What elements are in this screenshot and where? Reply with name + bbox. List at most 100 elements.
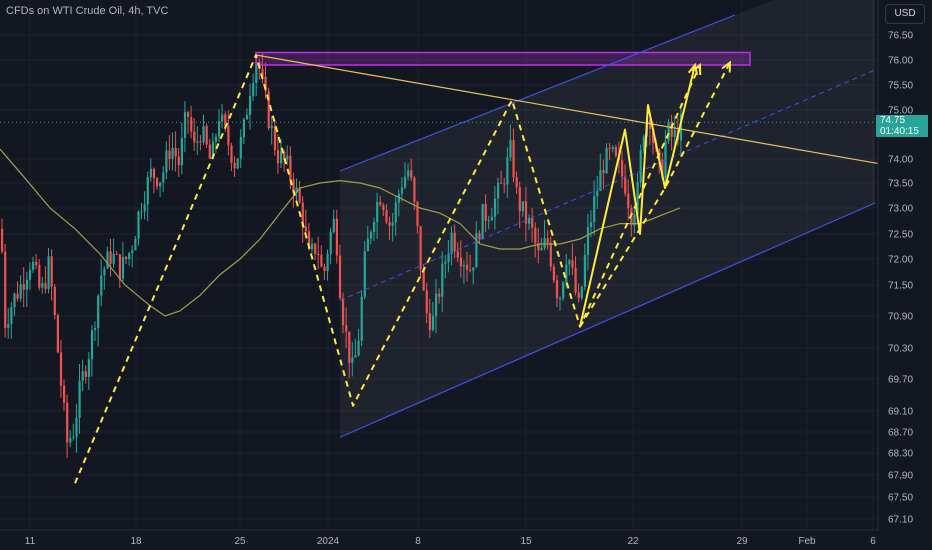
price-tick-label: 75.00 xyxy=(888,106,913,117)
candle-body xyxy=(63,385,66,403)
candle-body xyxy=(128,253,131,260)
candle-body xyxy=(187,112,190,118)
candle-body xyxy=(44,283,47,290)
candle-body xyxy=(78,380,81,418)
trendline xyxy=(255,54,881,165)
price-tick-label: 70.90 xyxy=(888,312,913,323)
candle-body xyxy=(624,176,627,194)
candle-body xyxy=(41,283,44,288)
candle-body xyxy=(540,248,543,251)
candle-body xyxy=(109,251,112,264)
candlestick-series xyxy=(1,52,683,459)
candle-body xyxy=(435,293,438,316)
time-tick-label: 2024 xyxy=(317,536,340,547)
chart-title: CFDs on WTI Crude Oil, 4h, TVC xyxy=(6,5,169,17)
channel-median-line xyxy=(339,69,876,301)
candle-body xyxy=(531,218,534,228)
candle-body xyxy=(602,170,605,174)
price-tick-label: 74.00 xyxy=(888,155,913,166)
candle-body xyxy=(605,147,608,174)
candle-body xyxy=(351,357,354,363)
candle-body xyxy=(326,253,329,272)
price-tick-label: 69.70 xyxy=(888,375,913,386)
candle-body xyxy=(81,371,84,381)
candle-body xyxy=(329,231,332,254)
candle-body xyxy=(211,141,214,159)
candle-body xyxy=(459,257,462,267)
candle-body xyxy=(493,198,497,217)
candle-body xyxy=(224,114,227,126)
candle-body xyxy=(103,268,106,276)
candle-body xyxy=(410,170,413,178)
candle-body xyxy=(636,182,639,215)
candle-body xyxy=(481,204,484,240)
candle-body xyxy=(190,117,193,132)
time-tick-label: 15 xyxy=(520,536,532,547)
candle-body xyxy=(639,150,642,183)
price-axis: 76.50 76.00 75.50 75.00 74.00 73.50 73.00 72.50… xyxy=(877,0,932,550)
candle-body xyxy=(53,286,56,316)
candle-body xyxy=(338,255,342,299)
time-tick-label: Feb xyxy=(798,536,816,547)
last-price-tag: 74.75 01:40:15 xyxy=(876,115,928,137)
candle-body xyxy=(270,125,273,128)
candle-body xyxy=(314,243,317,254)
candle-body xyxy=(438,293,441,297)
candle-body xyxy=(230,145,233,163)
candle-body xyxy=(140,211,143,213)
candle-body xyxy=(574,267,577,293)
candle-body xyxy=(633,214,636,226)
chart-grid xyxy=(0,0,880,530)
candle-body xyxy=(183,112,187,138)
resistance-zone xyxy=(255,51,751,66)
time-tick-label: 18 xyxy=(130,536,142,547)
price-tick-label: 68.70 xyxy=(888,428,913,439)
candle-body xyxy=(354,355,357,358)
candle-body xyxy=(159,182,162,187)
candle-body xyxy=(521,201,524,212)
candle-body xyxy=(1,228,4,252)
candle-body xyxy=(177,156,180,166)
candle-body xyxy=(35,261,38,265)
candle-body xyxy=(503,183,506,185)
candle-body xyxy=(72,437,75,439)
time-tick-label: 6 xyxy=(870,536,876,547)
candle-body xyxy=(661,159,664,179)
candle-body xyxy=(28,269,32,280)
candle-body xyxy=(283,151,286,160)
candle-body xyxy=(16,293,19,299)
candle-body xyxy=(490,216,493,221)
candle-body xyxy=(345,325,348,332)
candle-body xyxy=(94,328,97,331)
candle-body xyxy=(118,254,121,279)
currency-button[interactable]: USD xyxy=(885,4,925,24)
candle-body xyxy=(236,158,239,169)
candle-body xyxy=(369,232,373,239)
candle-body xyxy=(373,222,376,233)
candle-body xyxy=(546,238,549,243)
candle-body xyxy=(252,83,255,97)
candle-body xyxy=(543,238,546,249)
price-tick-label: 67.10 xyxy=(888,515,913,526)
candle-body xyxy=(466,264,469,270)
candle-body xyxy=(614,146,617,156)
candle-body xyxy=(450,232,453,254)
projection-zigzag-dashed xyxy=(74,54,701,484)
price-tick-label: 69.10 xyxy=(888,407,913,418)
price-tick-label: 67.50 xyxy=(888,493,913,504)
candle-body xyxy=(146,177,149,205)
candle-body xyxy=(404,176,407,188)
price-tick-label: 70.30 xyxy=(888,344,913,355)
candle-body xyxy=(397,193,400,203)
candle-body xyxy=(419,226,422,270)
candle-body xyxy=(524,201,528,224)
candle-body xyxy=(69,438,72,443)
candle-body xyxy=(627,193,630,209)
bar-countdown: 01:40:15 xyxy=(880,126,919,137)
candle-body xyxy=(673,129,676,137)
candle-body xyxy=(596,190,599,197)
candle-body xyxy=(149,168,152,178)
candle-body xyxy=(528,218,531,224)
candle-body xyxy=(304,226,307,232)
